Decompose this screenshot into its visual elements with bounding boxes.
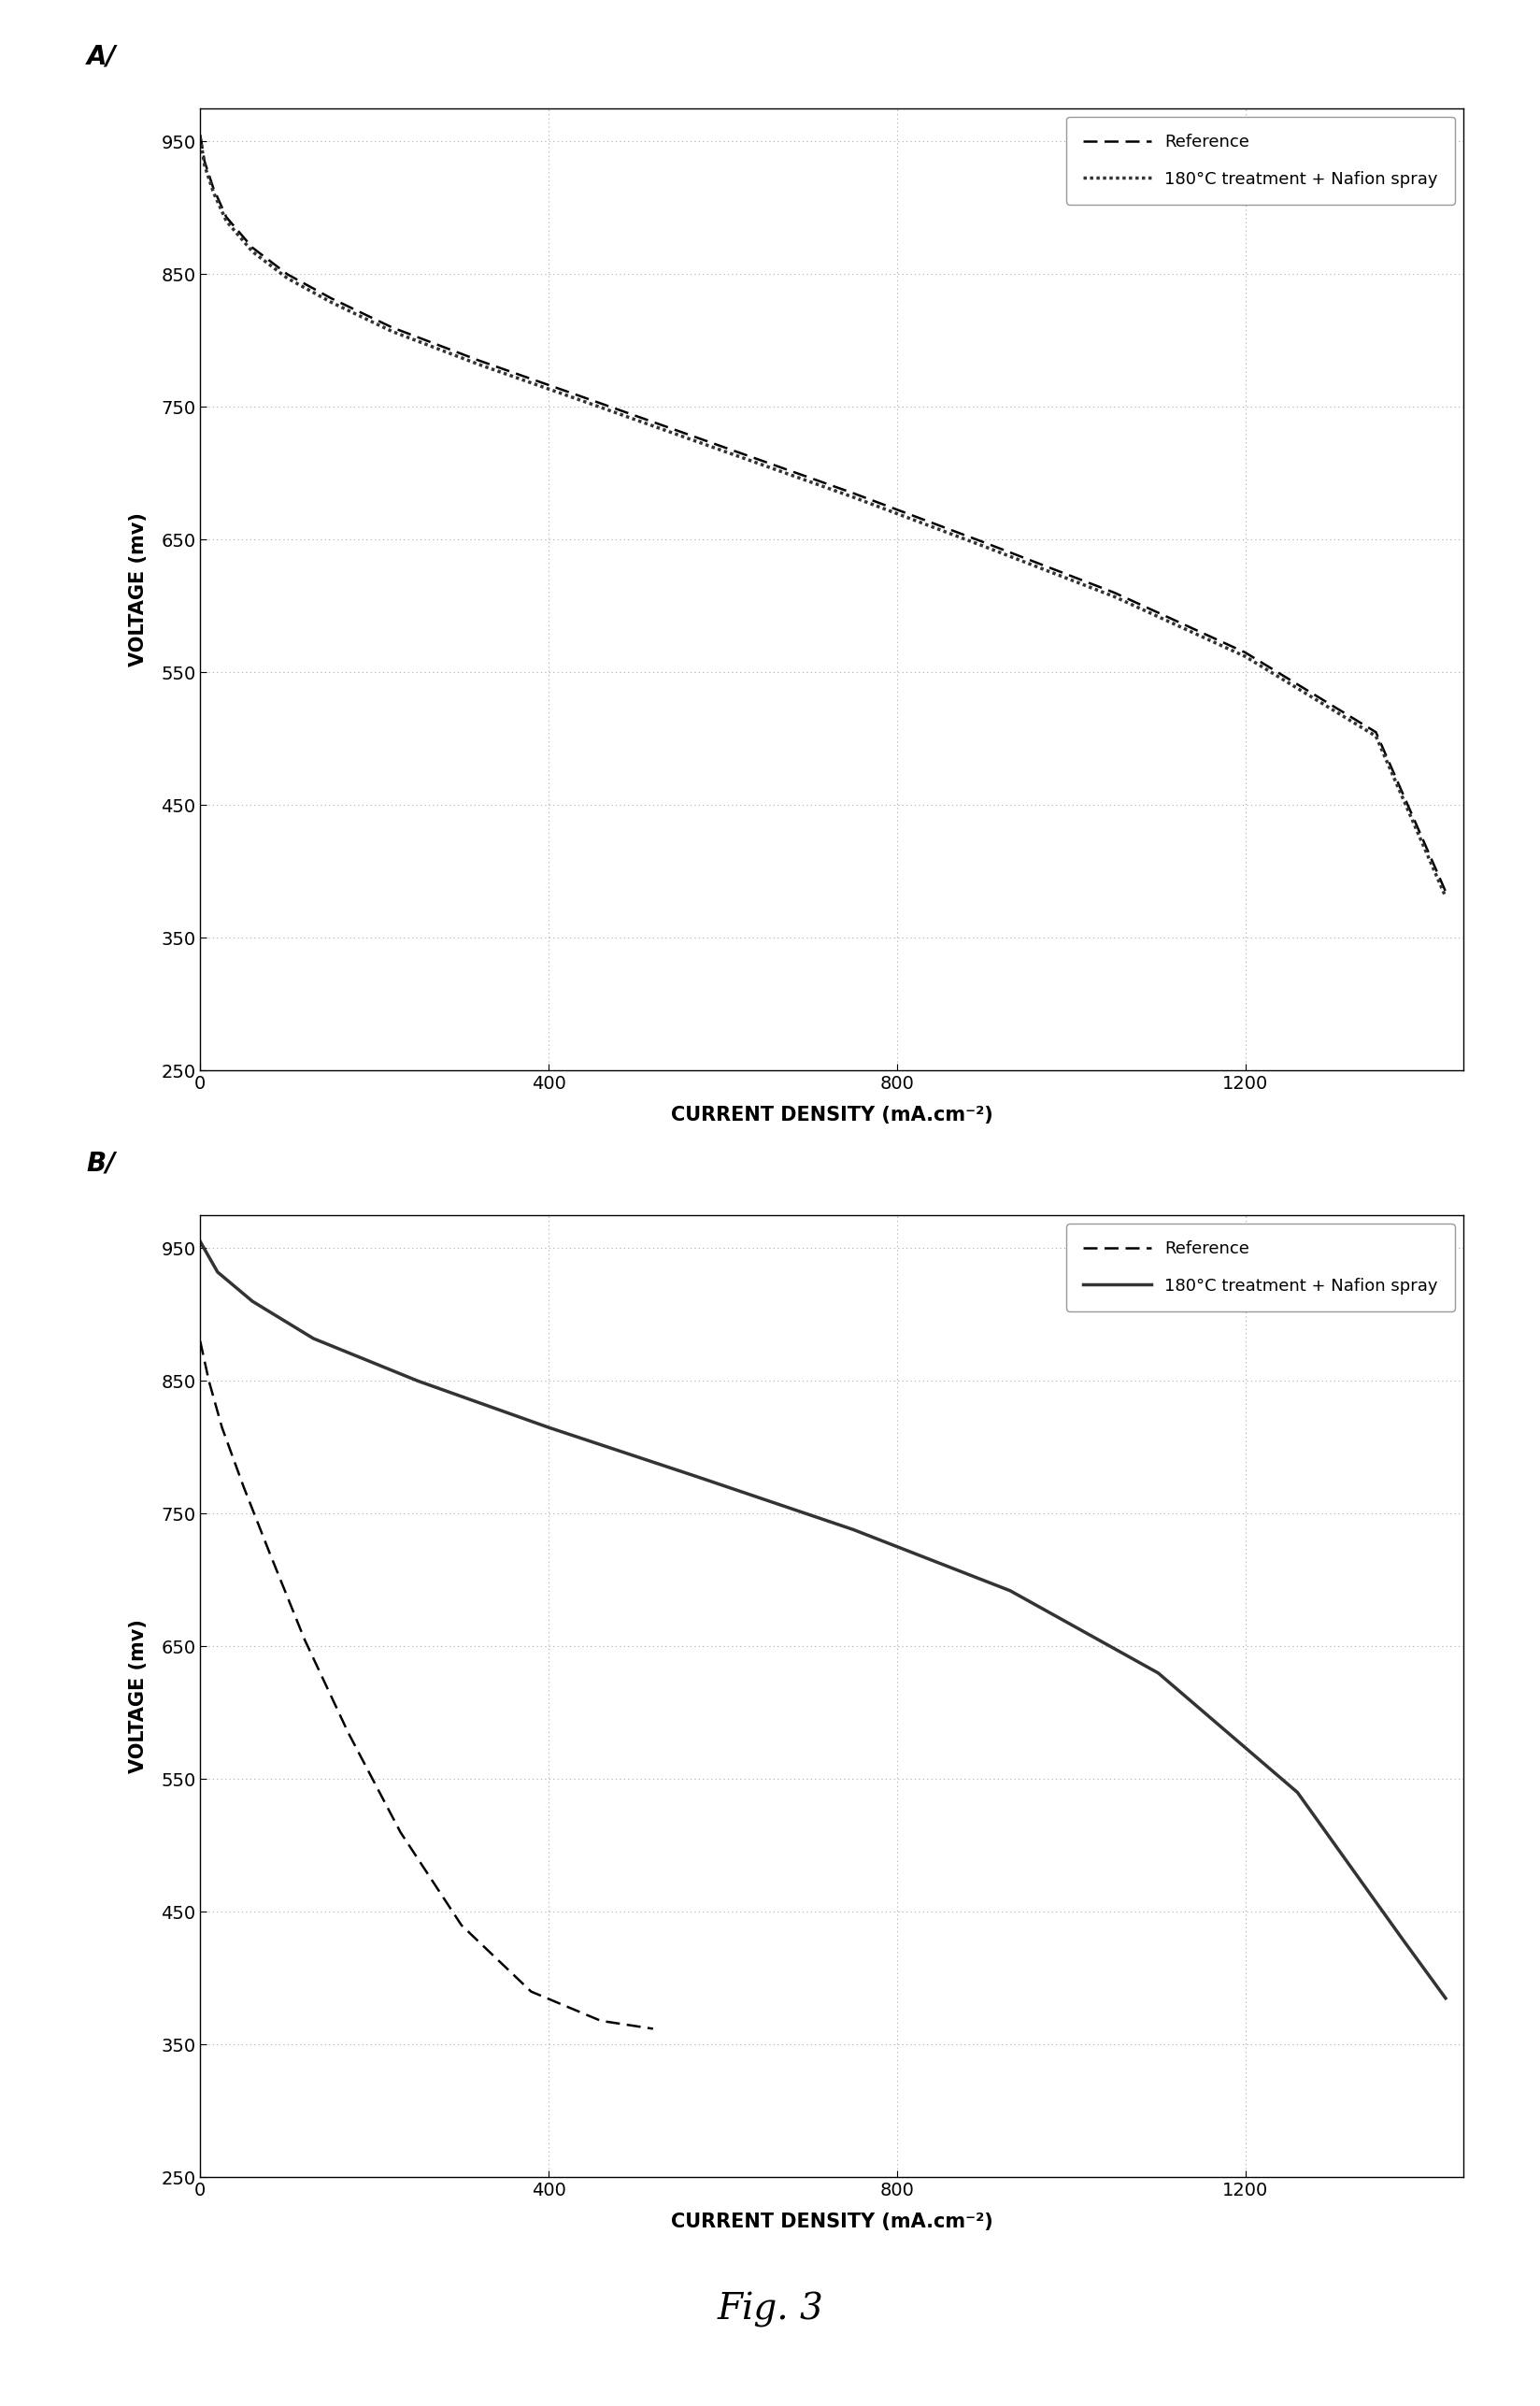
X-axis label: CURRENT DENSITY (mA.cm⁻²): CURRENT DENSITY (mA.cm⁻²) bbox=[670, 2214, 993, 2230]
Legend: Reference, 180°C treatment + Nafion spray: Reference, 180°C treatment + Nafion spra… bbox=[1067, 1225, 1455, 1311]
Text: Fig. 3: Fig. 3 bbox=[716, 2293, 824, 2327]
X-axis label: CURRENT DENSITY (mA.cm⁻²): CURRENT DENSITY (mA.cm⁻²) bbox=[670, 1107, 993, 1124]
Legend: Reference, 180°C treatment + Nafion spray: Reference, 180°C treatment + Nafion spra… bbox=[1067, 118, 1455, 205]
Text: A/: A/ bbox=[86, 43, 116, 70]
Y-axis label: VOLTAGE (mv): VOLTAGE (mv) bbox=[129, 512, 148, 666]
Text: B/: B/ bbox=[86, 1150, 116, 1177]
Y-axis label: VOLTAGE (mv): VOLTAGE (mv) bbox=[129, 1619, 148, 1773]
